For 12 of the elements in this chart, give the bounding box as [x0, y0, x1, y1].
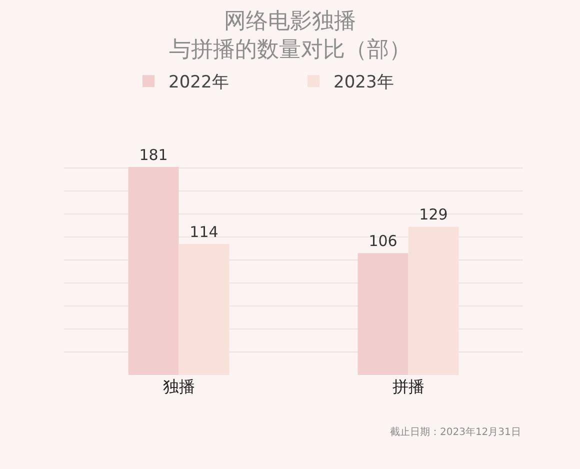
x-tick-label: 独播: [162, 377, 195, 396]
data-label: 106: [368, 232, 398, 250]
legend-label: 2022年: [168, 72, 229, 93]
bar: [128, 166, 179, 375]
bar: [358, 253, 408, 375]
data-label: 114: [190, 222, 218, 241]
text: 截止日期：2023年12月31日: [390, 426, 521, 438]
data-label: 129: [419, 206, 448, 224]
data-label: 181: [139, 146, 168, 164]
x-tick-label: 拼播: [392, 377, 424, 396]
chart-title: 网络电影独播与拼播的数量对比（部）: [169, 9, 411, 63]
legend-label: 2023年: [334, 72, 394, 93]
